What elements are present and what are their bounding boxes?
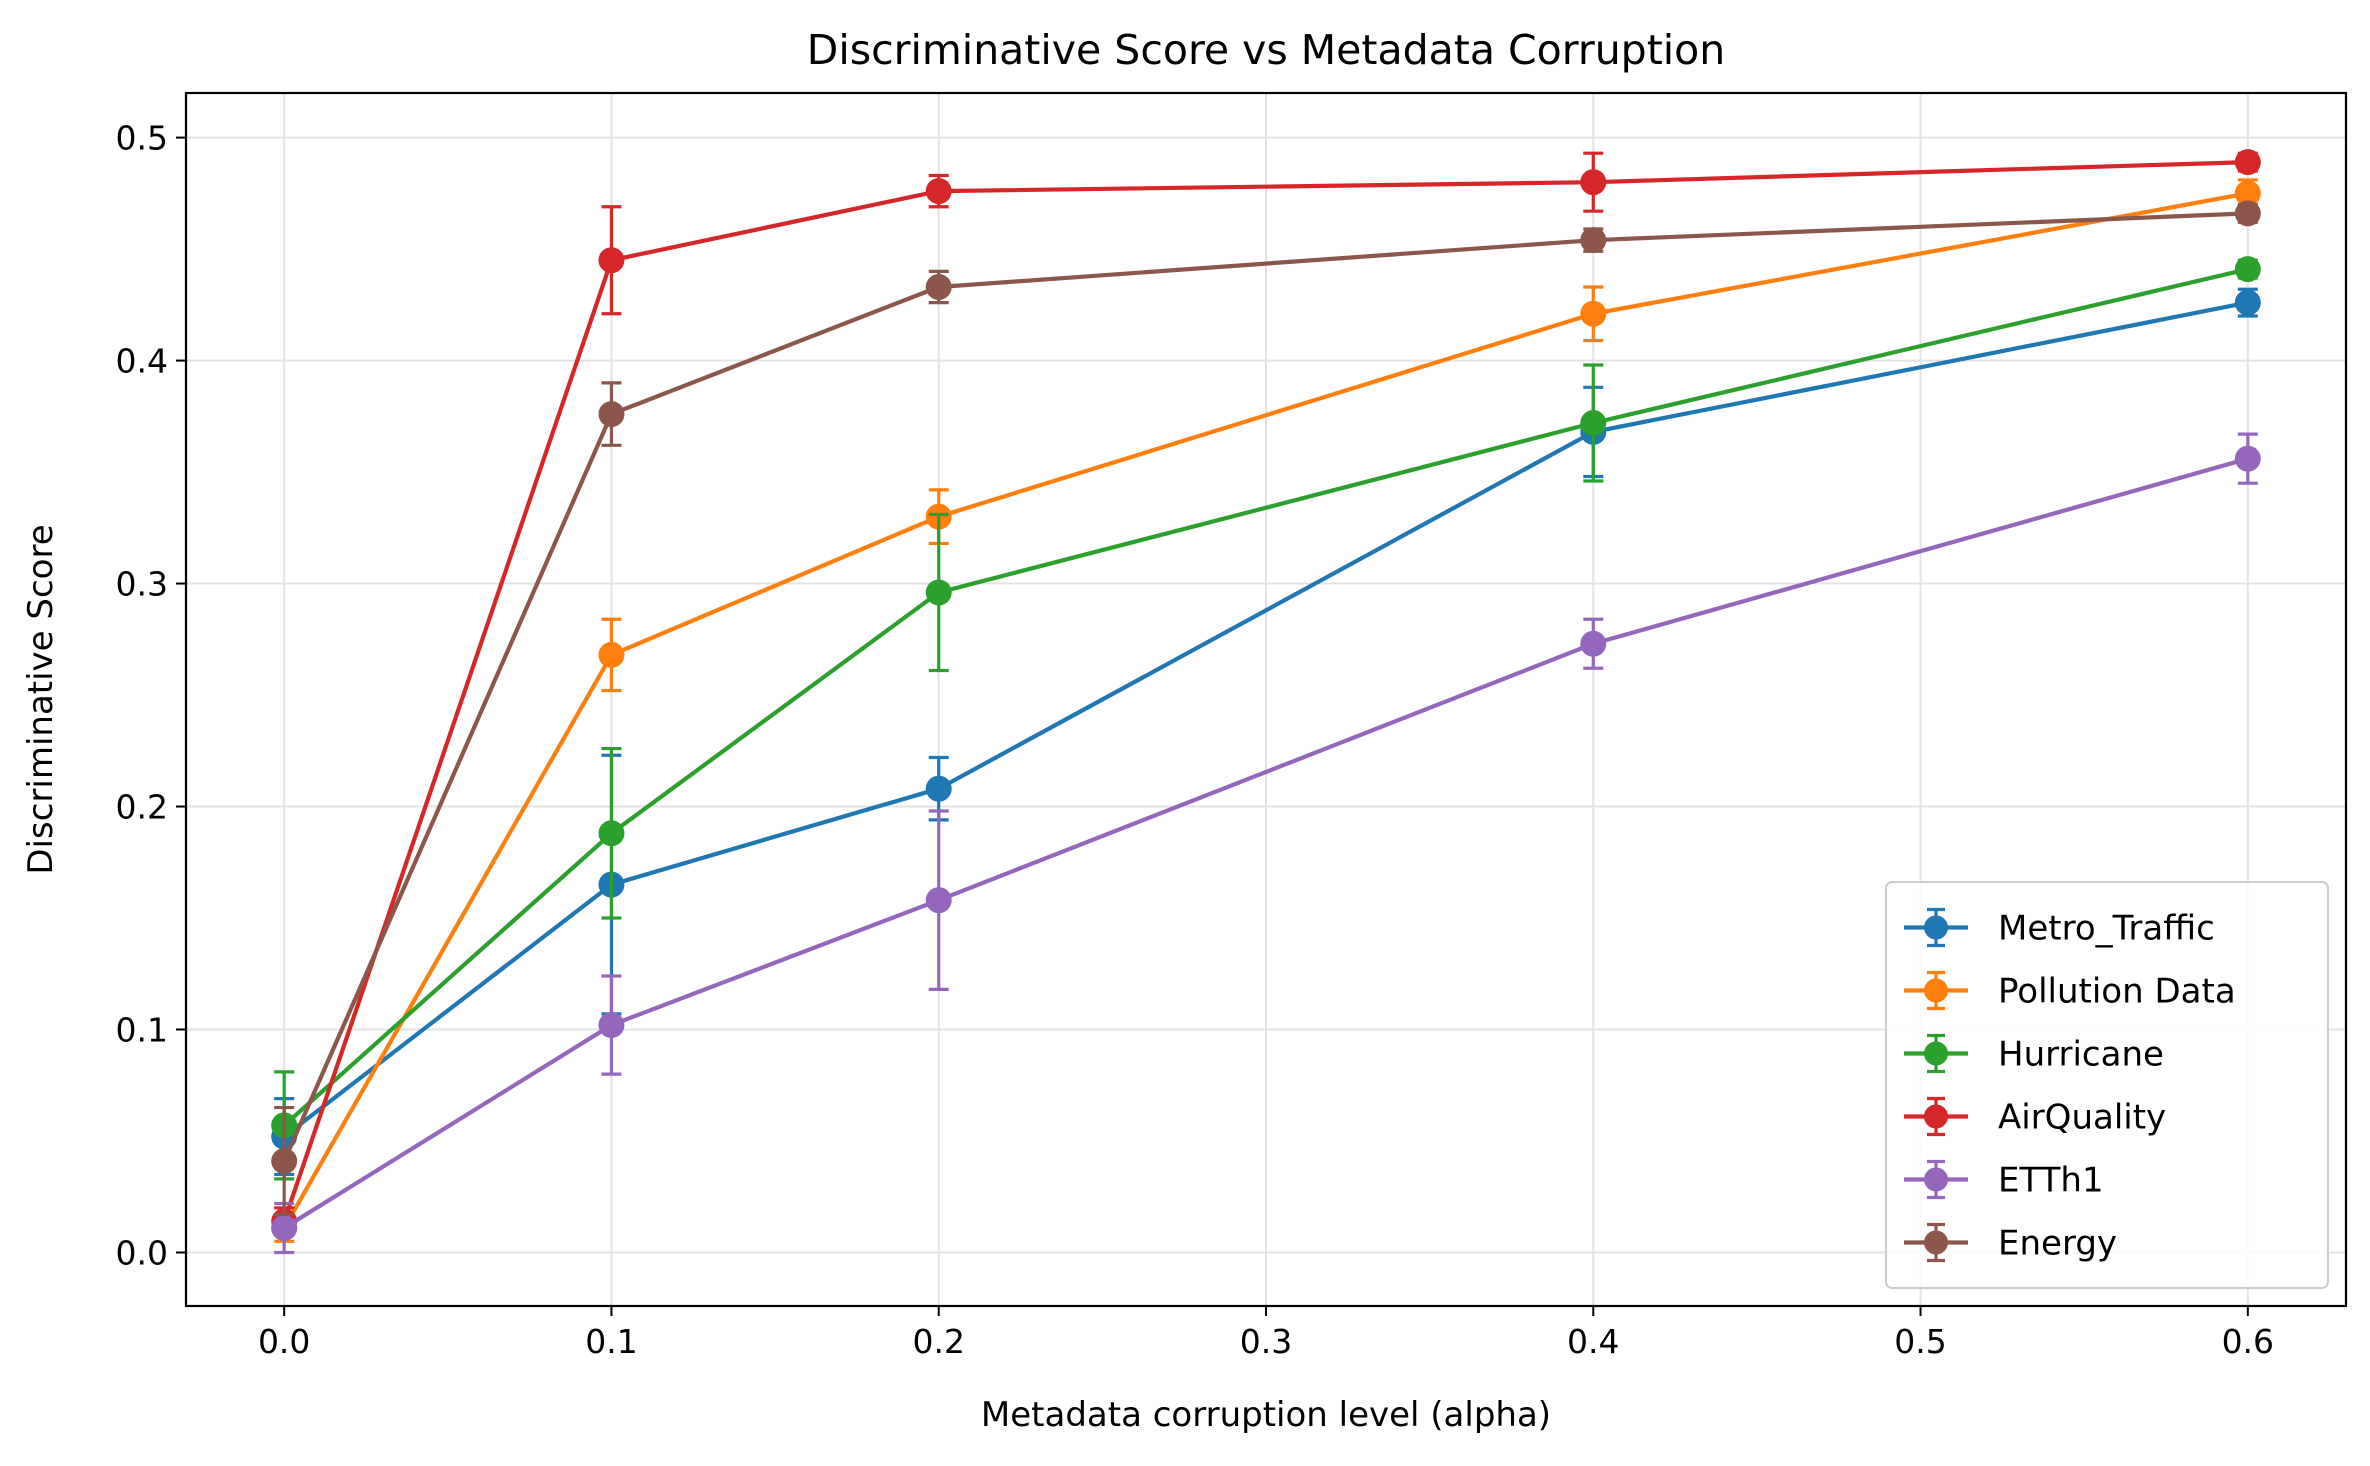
data-point <box>271 1148 298 1175</box>
legend-label: Pollution Data <box>1998 972 2236 1012</box>
legend-item: Hurricane <box>1904 1033 2164 1075</box>
data-point <box>1580 169 1607 196</box>
data-point <box>1580 410 1607 437</box>
data-point <box>2234 180 2261 207</box>
x-axis-title: Metadata corruption level (alpha) <box>981 1395 1551 1435</box>
x-tick-label: 0.6 <box>2222 1322 2274 1361</box>
data-point <box>598 401 625 428</box>
legend-label: Metro_Traffic <box>1998 909 2215 949</box>
x-tick-label: 0.1 <box>585 1322 637 1361</box>
y-tick-label: 0.4 <box>116 342 168 381</box>
series-layer <box>271 149 2261 1255</box>
series-energy <box>271 200 2261 1217</box>
x-tick-label: 0.5 <box>1894 1322 1946 1361</box>
data-point <box>1580 630 1607 657</box>
data-point <box>598 1012 625 1039</box>
legend-marker <box>1924 1041 1948 1066</box>
x-tick-label: 0.4 <box>1567 1322 1619 1361</box>
data-point <box>598 820 625 847</box>
series-hurricane <box>271 256 2261 1181</box>
legend-label: Energy <box>1998 1224 2117 1264</box>
data-point <box>2234 256 2261 283</box>
data-point <box>2234 445 2261 472</box>
series-airquality <box>271 149 2261 1237</box>
legend-marker <box>1924 978 1948 1003</box>
legend-label: ETTh1 <box>1998 1161 2104 1201</box>
series-etth1 <box>271 432 2261 1255</box>
data-point <box>271 1214 298 1241</box>
x-tick-label: 0.2 <box>912 1322 964 1361</box>
data-point <box>925 775 952 802</box>
data-point <box>598 641 625 668</box>
legend-marker <box>1924 915 1948 940</box>
legend-marker <box>1924 1104 1948 1129</box>
legend-item: Pollution Data <box>1904 970 2236 1012</box>
legend-label: Hurricane <box>1998 1035 2164 1075</box>
data-point <box>925 579 952 606</box>
x-tick-label: 0.0 <box>258 1322 310 1361</box>
y-tick-label: 0.2 <box>116 788 168 827</box>
data-point <box>1580 300 1607 327</box>
legend: Metro_Traffic Pollution Data Hurricane AirQ… <box>1885 881 2329 1289</box>
data-point <box>925 887 952 914</box>
legend-item: AirQuality <box>1904 1096 2166 1138</box>
chart-title: Discriminative Score vs Metadata Corrupt… <box>807 26 1726 74</box>
data-point <box>925 273 952 300</box>
data-point <box>2234 289 2261 316</box>
legend-box <box>1885 881 2329 1289</box>
data-point <box>2234 149 2261 176</box>
data-point <box>925 178 952 205</box>
data-point <box>598 247 625 274</box>
legend-item: ETTh1 <box>1904 1159 2104 1201</box>
legend-marker <box>1924 1167 1948 1192</box>
legend-item: Energy <box>1904 1222 2117 1264</box>
ticks: 0.0 0.1 0.2 0.3 0.4 0.5 0.6 0.0 0.1 0.2 0.3 0.4 0.5 <box>116 119 2275 1361</box>
legend-item: Metro_Traffic <box>1904 907 2215 949</box>
data-point <box>2234 200 2261 227</box>
y-tick-label: 0.3 <box>116 565 168 604</box>
data-point <box>1580 227 1607 254</box>
y-tick-label: 0.0 <box>116 1233 168 1272</box>
x-tick-label: 0.3 <box>1240 1322 1292 1361</box>
legend-label: AirQuality <box>1998 1098 2166 1138</box>
y-axis-title: Discriminative Score <box>21 524 61 874</box>
legend-marker <box>1924 1230 1948 1255</box>
y-tick-label: 0.1 <box>116 1011 168 1050</box>
y-tick-label: 0.5 <box>116 119 168 158</box>
